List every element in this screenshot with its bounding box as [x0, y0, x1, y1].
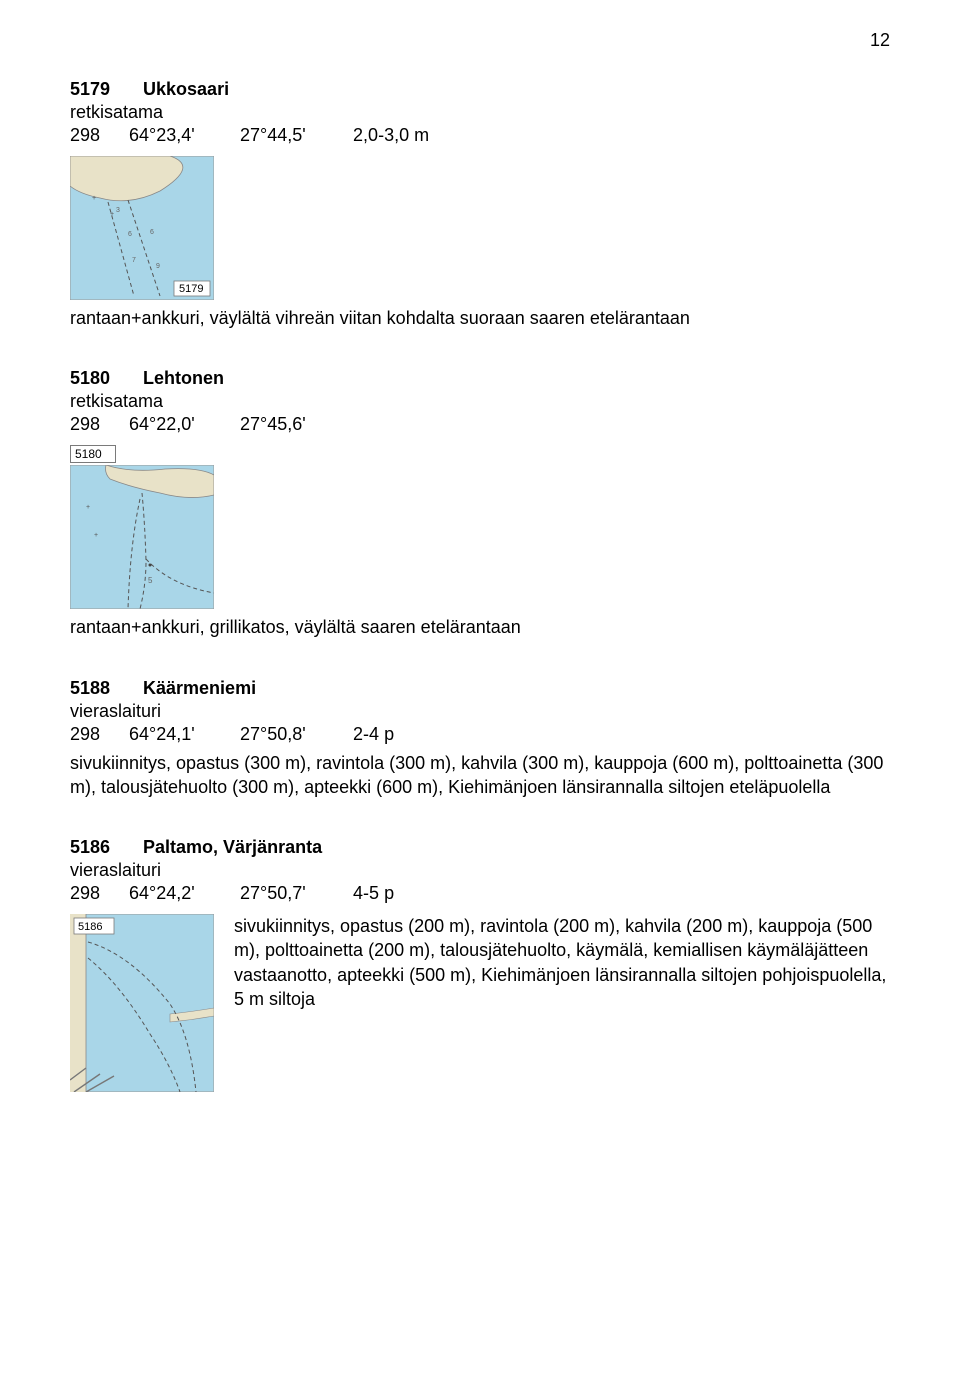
map-thumbnail-5180: + + 5 — [70, 465, 890, 609]
entry-title: 5188 Käärmeniemi — [70, 678, 890, 699]
entry-description: rantaan+ankkuri, väylältä vihreän viitan… — [70, 306, 890, 330]
entry-5186: 5186 Paltamo, Värjänranta vieraslaituri … — [70, 837, 890, 1092]
entry-5179: 5179 Ukkosaari retkisatama 298 64°23,4' … — [70, 79, 890, 330]
entry-title: 5180 Lehtonen — [70, 368, 890, 389]
entry-code: 5180 — [70, 368, 138, 389]
svg-text:5180: 5180 — [75, 447, 102, 461]
entry-5180: 5180 Lehtonen retkisatama 298 64°22,0' 2… — [70, 368, 890, 639]
svg-text:5: 5 — [148, 576, 153, 585]
entry-chart: 298 — [70, 125, 124, 146]
entry-lat: 64°23,4' — [129, 125, 235, 146]
entry-title: 5186 Paltamo, Värjänranta — [70, 837, 890, 858]
entry-name: Ukkosaari — [143, 79, 229, 99]
entry-chart: 298 — [70, 414, 124, 435]
entry-title: 5179 Ukkosaari — [70, 79, 890, 100]
entry-type: vieraslaituri — [70, 860, 890, 881]
entry-lon: 27°50,7' — [240, 883, 348, 904]
map-thumbnail-5186: 5186 — [70, 914, 214, 1092]
entry-depth: 4-5 p — [353, 883, 394, 903]
entry-coords: 298 64°23,4' 27°44,5' 2,0-3,0 m — [70, 125, 890, 146]
entry-lat: 64°24,1' — [129, 724, 235, 745]
entry-name: Paltamo, Värjänranta — [143, 837, 322, 857]
svg-text:6: 6 — [150, 229, 154, 236]
entry-depth: 2,0-3,0 m — [353, 125, 429, 145]
entry-lat: 64°22,0' — [129, 414, 235, 435]
entry-type: vieraslaituri — [70, 701, 890, 722]
entry-chart: 298 — [70, 883, 124, 904]
entry-type: retkisatama — [70, 102, 890, 123]
entry-code: 5188 — [70, 678, 138, 699]
map-label: 5179 — [179, 283, 203, 295]
svg-text:+: + — [94, 532, 98, 539]
entry-coords: 298 64°24,2' 27°50,7' 4-5 p — [70, 883, 890, 904]
entry-description: rantaan+ankkuri, grillikatos, väylältä s… — [70, 615, 890, 639]
entry-lon: 27°50,8' — [240, 724, 348, 745]
map-label-5180: 5180 — [70, 445, 890, 463]
map-label: 5186 — [78, 921, 102, 933]
svg-text:6: 6 — [128, 231, 132, 238]
svg-text:7: 7 — [132, 257, 136, 264]
entry-description: sivukiinnitys, opastus (300 m), ravintol… — [70, 751, 890, 800]
entry-lon: 27°44,5' — [240, 125, 348, 146]
entry-coords: 298 64°22,0' 27°45,6' — [70, 414, 890, 435]
entry-lon: 27°45,6' — [240, 414, 348, 435]
page-number: 12 — [70, 30, 890, 51]
entry-depth: 2-4 p — [353, 724, 394, 744]
svg-text:+: + — [92, 195, 96, 202]
entry-code: 5186 — [70, 837, 138, 858]
entry-description: sivukiinnitys, opastus (200 m), ravintol… — [234, 914, 890, 1011]
entry-type: retkisatama — [70, 391, 890, 412]
svg-text:9: 9 — [156, 263, 160, 270]
entry-name: Lehtonen — [143, 368, 224, 388]
entry-coords: 298 64°24,1' 27°50,8' 2-4 p — [70, 724, 890, 745]
entry-name: Käärmeniemi — [143, 678, 256, 698]
svg-text:3: 3 — [116, 207, 120, 214]
entry-chart: 298 — [70, 724, 124, 745]
map-thumbnail-5179: + + 3 6 7 6 9 5179 — [70, 156, 890, 300]
entry-5188: 5188 Käärmeniemi vieraslaituri 298 64°24… — [70, 678, 890, 800]
entry-lat: 64°24,2' — [129, 883, 235, 904]
svg-text:+: + — [86, 504, 90, 511]
entry-code: 5179 — [70, 79, 138, 100]
